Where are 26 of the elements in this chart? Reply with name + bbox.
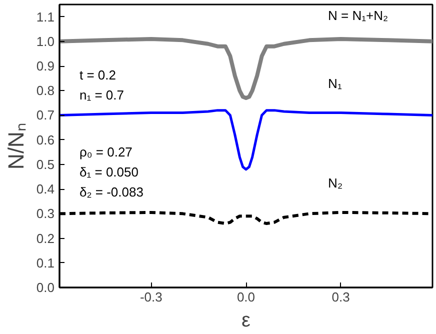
y-tick-label: 0.1 [36,255,55,270]
x-tick-label: 0.3 [332,290,350,304]
y-tick-label: 0.9 [36,58,55,74]
y-tick-label: 0.6 [36,132,55,148]
y-tick-label: 0.0 [36,280,55,295]
x-tick-label: 0.0 [236,290,256,304]
y-tick-label: 0.3 [36,206,55,222]
y-tick-label: 0.5 [36,156,55,172]
y-tick-label: 1.1 [36,9,55,24]
y-tick-label: 0.7 [36,108,55,123]
series-label: N₁ [328,76,342,91]
annotation: δ₁ = 0.050 [80,164,138,180]
y-tick-label: 0.8 [36,83,55,98]
annotation: t = 0.2 [80,68,116,82]
series-label: N₂ [328,175,342,190]
annotation: δ₂ = -0.083 [80,184,144,200]
y-tick-label: 0.4 [36,182,55,197]
x-tick-label: -0.3 [140,290,162,304]
x-axis-title: ε [242,310,251,332]
annotation: n₁ = 0.7 [80,88,124,102]
y-tick-label: 1.0 [36,34,55,49]
annotation: ρ₀ = 0.27 [80,144,132,160]
y-axis-title: N/Nₙ [3,122,28,170]
line-series [60,36,432,100]
y-tick-label: 0.2 [36,230,55,246]
series-label: N = N₁+N₂ [328,8,388,23]
